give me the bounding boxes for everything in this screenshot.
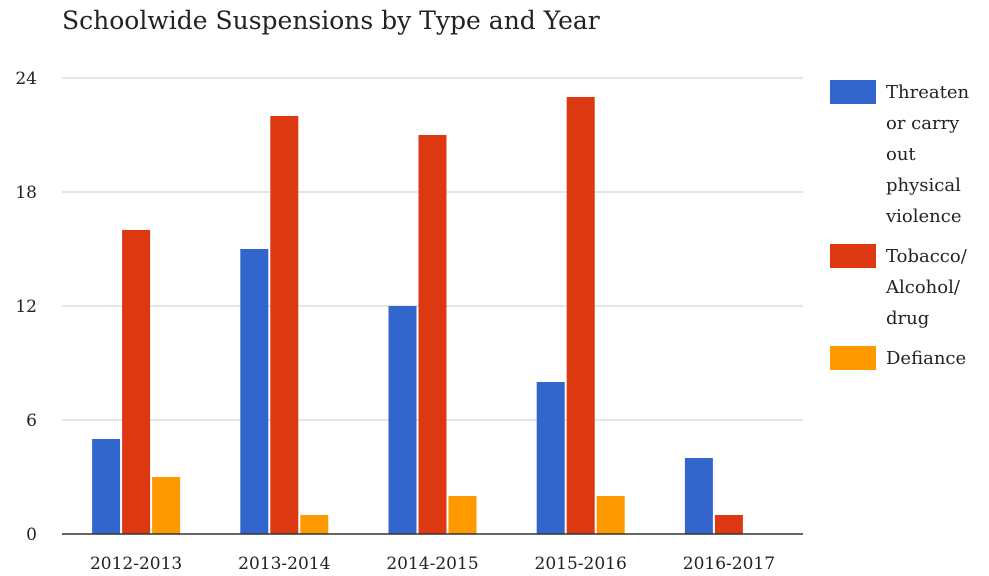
axes: 0 6 12 18 24 2012-2013 2013-2014 2014-2015 2015-… bbox=[15, 69, 803, 574]
y-tick-label: 18 bbox=[15, 183, 37, 203]
x-tick-label: 2014-2015 bbox=[386, 554, 478, 574]
x-tick-label: 2015-2016 bbox=[535, 554, 627, 574]
bar bbox=[240, 249, 269, 534]
bar bbox=[448, 496, 477, 534]
y-tick-label: 6 bbox=[26, 411, 37, 431]
y-tick-label: 12 bbox=[15, 297, 37, 317]
legend-label: Threaten or carry out physical violence bbox=[885, 82, 969, 227]
y-tick-label: 24 bbox=[15, 69, 37, 89]
x-tick-label: 2013-2014 bbox=[238, 554, 330, 574]
bar bbox=[714, 515, 743, 534]
legend-swatch bbox=[830, 346, 876, 370]
bar bbox=[684, 458, 713, 534]
legend: Threaten or carry out physical violence Tobac… bbox=[830, 80, 969, 370]
bar bbox=[536, 382, 565, 534]
x-tick-label: 2012-2013 bbox=[90, 554, 182, 574]
legend-label: Defiance bbox=[886, 348, 966, 369]
bar bbox=[388, 306, 417, 534]
legend-swatch bbox=[830, 80, 876, 104]
bar bbox=[122, 230, 151, 534]
bar bbox=[270, 116, 299, 534]
legend-swatch bbox=[830, 244, 876, 268]
legend-label: Tobacco/Alcohol/drug bbox=[885, 246, 968, 329]
bar bbox=[596, 496, 625, 534]
y-tick-label: 0 bbox=[26, 525, 37, 545]
x-tick-label: 2016-2017 bbox=[683, 554, 775, 574]
bars bbox=[92, 97, 743, 534]
bar bbox=[152, 477, 181, 534]
bar bbox=[92, 439, 121, 534]
bar bbox=[566, 97, 595, 534]
bar bbox=[418, 135, 447, 534]
chart-title: Schoolwide Suspensions by Type and Year bbox=[62, 6, 600, 35]
bar bbox=[300, 515, 329, 534]
